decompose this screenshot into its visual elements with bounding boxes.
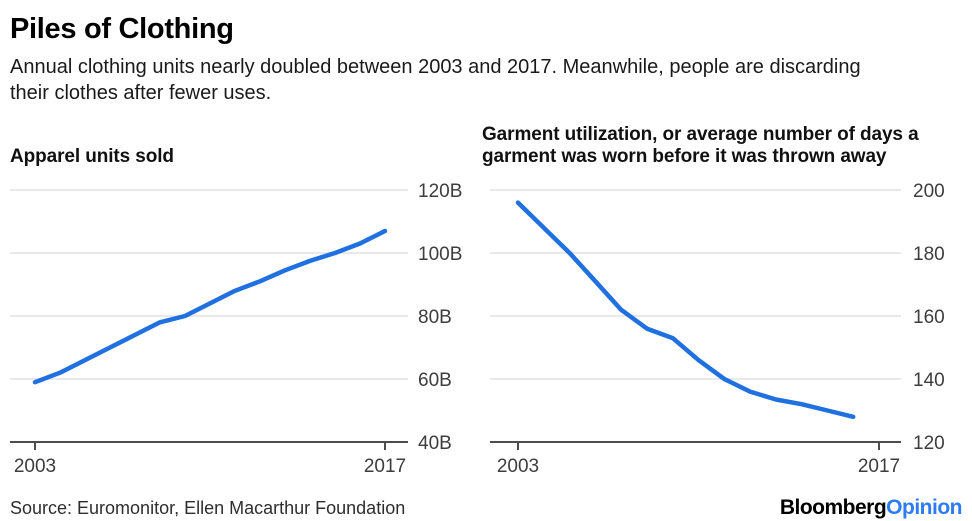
page-subtitle: Annual clothing units nearly doubled bet… [10,56,861,104]
y-tick-label: 140 [913,370,945,391]
page-title: Piles of Clothing [10,13,234,45]
y-tick-label: 200 [913,181,945,202]
chart-garment-utilization: Garment utilization, or average number o… [482,114,972,484]
x-tick-label: 2003 [14,456,56,477]
chart-title-utilization: Garment utilization, or average number o… [482,124,919,167]
source-note: Source: Euromonitor, Ellen Macarthur Fou… [10,498,406,518]
y-tick-label: 100B [418,244,462,265]
apparel-units-line-chart: 120B 100B 80B 60B 40B 2003 2017 [10,181,462,477]
data-series-line [515,200,856,420]
bloomberg-wordmark: Bloomberg [779,496,887,519]
y-tick-label: 180 [913,244,945,265]
chart-title-area: Garment utilization, or average number o… [482,114,972,168]
charts-row: Apparel units sold 120B 100B 80B 60B 40B 2003… [10,114,964,484]
y-tick-label: 120 [913,433,945,454]
chart-title-area: Apparel units sold [10,114,472,168]
x-tick-label: 2017 [364,456,406,477]
chart-footer: Source: Euromonitor, Ellen Macarthur Fou… [10,496,964,520]
chart-header: Piles of Clothing Annual clothing units … [10,12,964,106]
y-tick-label: 160 [913,307,945,328]
chart-title-apparel: Apparel units sold [10,146,174,167]
bloomberg-opinion-logo: BloombergOpinion [779,496,963,520]
opinion-wordmark: Opinion [886,496,962,519]
y-tick-label: 60B [418,370,452,391]
x-tick-label: 2003 [497,456,539,477]
garment-utilization-line-chart: 200 180 160 140 120 2003 2017 [490,181,945,477]
data-series-line [32,228,388,385]
y-tick-label: 120B [418,181,462,202]
chart-apparel-units-sold: Apparel units sold 120B 100B 80B 60B 40B 2003… [10,114,472,484]
y-tick-label: 40B [418,433,452,454]
y-tick-label: 80B [418,307,452,328]
x-tick-label: 2017 [858,456,900,477]
